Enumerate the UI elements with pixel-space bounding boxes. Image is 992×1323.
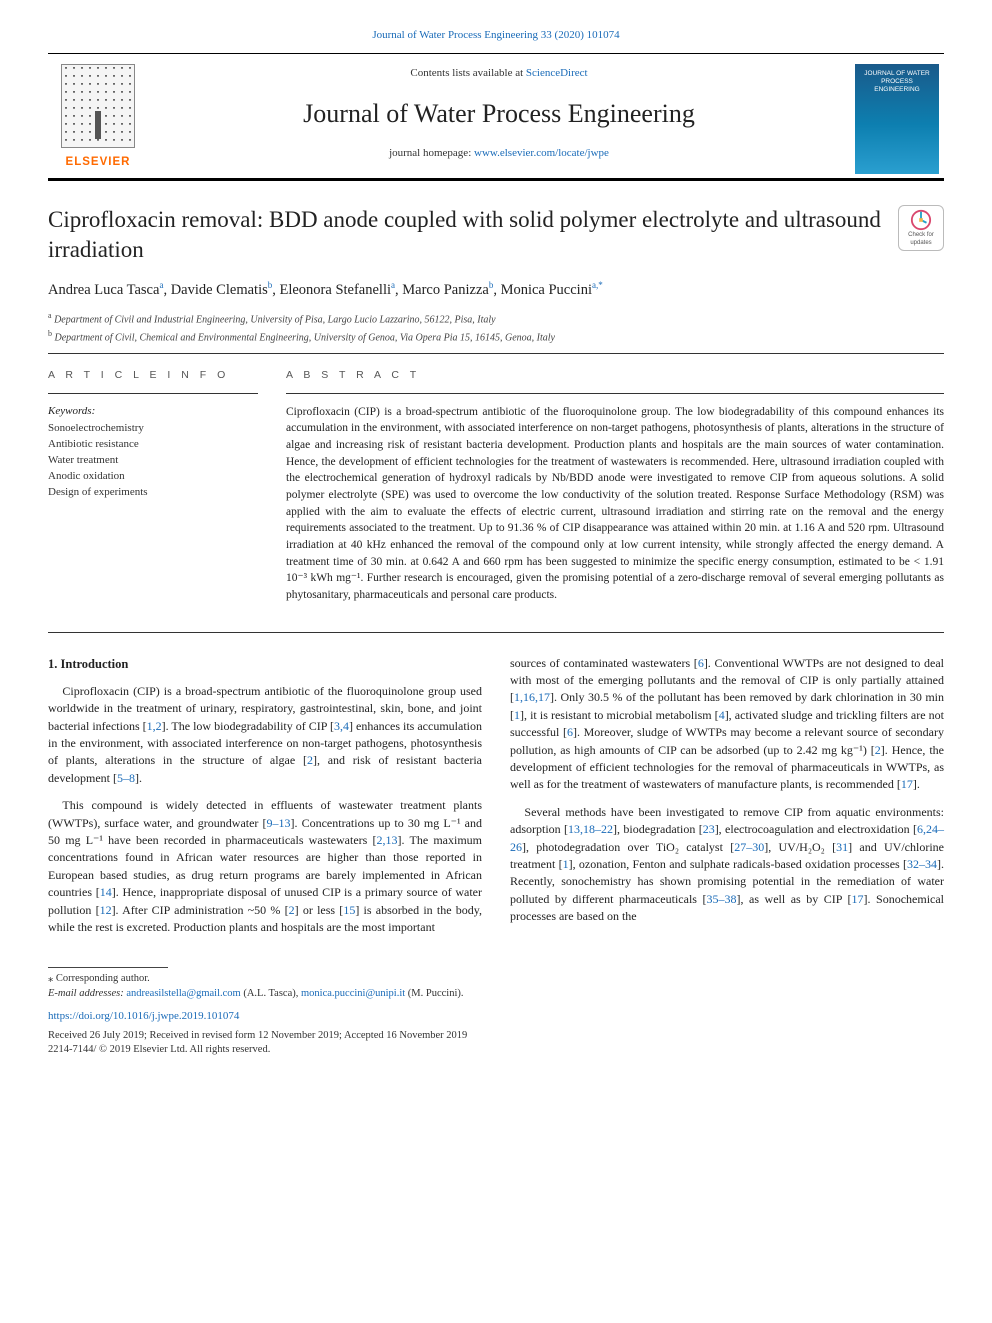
info-divider bbox=[48, 393, 258, 394]
check-updates-button[interactable]: Check for updates bbox=[898, 205, 944, 251]
body-p3: sources of contaminated wastewaters [6].… bbox=[510, 655, 944, 794]
corresponding-author: ⁎ Corresponding author. bbox=[48, 972, 944, 987]
title-row: Ciprofloxacin removal: BDD anode coupled… bbox=[48, 205, 944, 265]
keyword: Antibiotic resistance bbox=[48, 437, 258, 453]
footer-separator bbox=[48, 967, 168, 968]
footer: ⁎ Corresponding author. E-mail addresses… bbox=[48, 972, 944, 1058]
homepage-link[interactable]: www.elsevier.com/locate/jwpe bbox=[474, 147, 609, 159]
keyword: Design of experiments bbox=[48, 485, 258, 501]
body-p1: Ciprofloxacin (CIP) is a broad-spectrum … bbox=[48, 683, 482, 787]
copyright-line: 2214-7144/ © 2019 Elsevier Ltd. All righ… bbox=[48, 1043, 944, 1058]
keyword: Sonoelectrochemistry bbox=[48, 421, 258, 437]
email1-link[interactable]: andreasilstella@gmail.com bbox=[126, 988, 240, 999]
homepage-line: journal homepage: www.elsevier.com/locat… bbox=[158, 146, 840, 161]
email-line: E-mail addresses: andreasilstella@gmail.… bbox=[48, 987, 944, 1002]
contents-line: Contents lists available at ScienceDirec… bbox=[158, 66, 840, 81]
header-center: Contents lists available at ScienceDirec… bbox=[148, 60, 850, 174]
body-columns: 1. Introduction Ciprofloxacin (CIP) is a… bbox=[48, 655, 944, 941]
info-abstract-row: A R T I C L E I N F O Keywords: Sonoelec… bbox=[48, 368, 944, 604]
sciencedirect-link[interactable]: ScienceDirect bbox=[526, 67, 588, 79]
updates-line2: updates bbox=[910, 239, 931, 247]
received-line: Received 26 July 2019; Received in revis… bbox=[48, 1029, 944, 1044]
check-updates-icon bbox=[910, 209, 932, 231]
divider bbox=[48, 353, 944, 354]
journal-reference[interactable]: Journal of Water Process Engineering 33 … bbox=[48, 28, 944, 43]
abstract-label: A B S T R A C T bbox=[286, 368, 944, 383]
keyword: Water treatment bbox=[48, 453, 258, 469]
journal-header: ELSEVIER Contents lists available at Sci… bbox=[48, 53, 944, 181]
authors-line: Andrea Luca Tascaa, Davide Clematisb, El… bbox=[48, 279, 944, 300]
article-info-label: A R T I C L E I N F O bbox=[48, 368, 258, 383]
keywords-list: SonoelectrochemistryAntibiotic resistanc… bbox=[48, 421, 258, 501]
abstract-divider bbox=[286, 393, 944, 394]
article-info-column: A R T I C L E I N F O Keywords: Sonoelec… bbox=[48, 368, 258, 604]
email-label: E-mail addresses: bbox=[48, 988, 126, 999]
affiliation: b Department of Civil, Chemical and Envi… bbox=[48, 328, 944, 345]
keyword: Anodic oxidation bbox=[48, 469, 258, 485]
homepage-prefix: journal homepage: bbox=[389, 147, 474, 159]
updates-line1: Check for bbox=[908, 231, 934, 239]
body-p2: This compound is widely detected in effl… bbox=[48, 797, 482, 936]
elsevier-tree-icon bbox=[61, 64, 135, 148]
doi-link[interactable]: https://doi.org/10.1016/j.jwpe.2019.1010… bbox=[48, 1009, 944, 1024]
contents-prefix: Contents lists available at bbox=[410, 67, 525, 79]
cover-block: JOURNAL OF WATER PROCESS ENGINEERING bbox=[850, 60, 944, 174]
publisher-block: ELSEVIER bbox=[48, 60, 148, 174]
email2-link[interactable]: monica.puccini@unipi.it bbox=[301, 988, 405, 999]
abstract-text: Ciprofloxacin (CIP) is a broad-spectrum … bbox=[286, 404, 944, 604]
abstract-column: A B S T R A C T Ciprofloxacin (CIP) is a… bbox=[286, 368, 944, 604]
body-p4: Several methods have been investigated t… bbox=[510, 804, 944, 926]
section-heading: 1. Introduction bbox=[48, 655, 482, 673]
journal-cover-icon: JOURNAL OF WATER PROCESS ENGINEERING bbox=[855, 64, 939, 174]
keywords-label: Keywords: bbox=[48, 404, 258, 419]
email2-person: (M. Puccini). bbox=[405, 988, 463, 999]
journal-name: Journal of Water Process Engineering bbox=[158, 96, 840, 132]
body-divider bbox=[48, 632, 944, 633]
email1-person: (A.L. Tasca), bbox=[241, 988, 301, 999]
affiliations: a Department of Civil and Industrial Eng… bbox=[48, 310, 944, 345]
article-title: Ciprofloxacin removal: BDD anode coupled… bbox=[48, 205, 898, 265]
publisher-name: ELSEVIER bbox=[66, 154, 131, 170]
affiliation: a Department of Civil and Industrial Eng… bbox=[48, 310, 944, 327]
